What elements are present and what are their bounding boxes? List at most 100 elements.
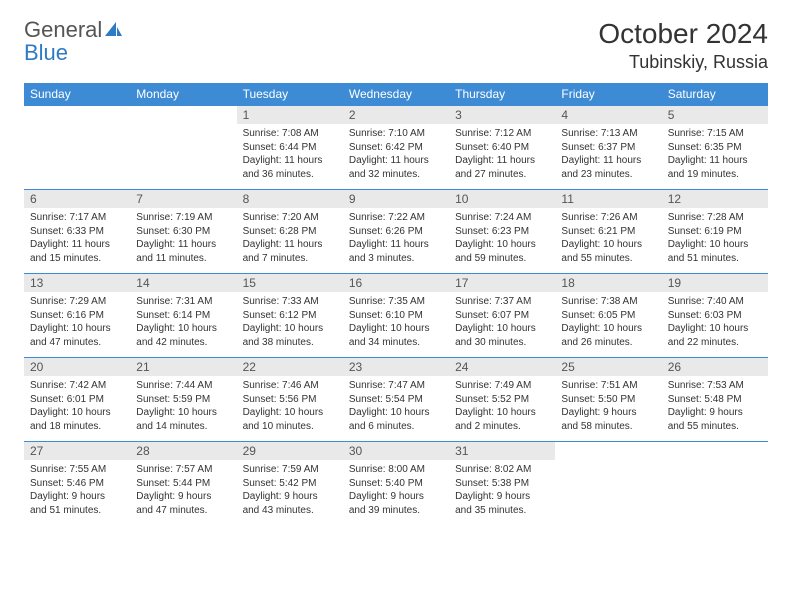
day-details: Sunrise: 7:26 AMSunset: 6:21 PMDaylight:… (555, 208, 661, 269)
day-number: 23 (343, 358, 449, 376)
calendar-day-cell: 27Sunrise: 7:55 AMSunset: 5:46 PMDayligh… (24, 442, 130, 526)
day-details: Sunrise: 7:46 AMSunset: 5:56 PMDaylight:… (237, 376, 343, 437)
calendar-day-cell (24, 106, 130, 190)
weekday-header: Saturday (662, 83, 768, 106)
day-number: 3 (449, 106, 555, 124)
day-number: 12 (662, 190, 768, 208)
day-details: Sunrise: 7:40 AMSunset: 6:03 PMDaylight:… (662, 292, 768, 353)
calendar-day-cell: 5Sunrise: 7:15 AMSunset: 6:35 PMDaylight… (662, 106, 768, 190)
calendar-day-cell (555, 442, 661, 526)
day-details: Sunrise: 7:17 AMSunset: 6:33 PMDaylight:… (24, 208, 130, 269)
day-details: Sunrise: 7:37 AMSunset: 6:07 PMDaylight:… (449, 292, 555, 353)
day-details: Sunrise: 7:59 AMSunset: 5:42 PMDaylight:… (237, 460, 343, 521)
day-number: 28 (130, 442, 236, 460)
calendar-day-cell: 18Sunrise: 7:38 AMSunset: 6:05 PMDayligh… (555, 274, 661, 358)
logo-text-2: Blue (24, 40, 68, 65)
weekday-header: Sunday (24, 83, 130, 106)
day-details: Sunrise: 7:53 AMSunset: 5:48 PMDaylight:… (662, 376, 768, 437)
calendar-day-cell: 9Sunrise: 7:22 AMSunset: 6:26 PMDaylight… (343, 190, 449, 274)
calendar-week-row: 13Sunrise: 7:29 AMSunset: 6:16 PMDayligh… (24, 274, 768, 358)
day-number: 30 (343, 442, 449, 460)
day-number: 29 (237, 442, 343, 460)
day-details: Sunrise: 7:29 AMSunset: 6:16 PMDaylight:… (24, 292, 130, 353)
day-details: Sunrise: 7:24 AMSunset: 6:23 PMDaylight:… (449, 208, 555, 269)
calendar-day-cell: 7Sunrise: 7:19 AMSunset: 6:30 PMDaylight… (130, 190, 236, 274)
calendar-day-cell: 21Sunrise: 7:44 AMSunset: 5:59 PMDayligh… (130, 358, 236, 442)
day-number: 4 (555, 106, 661, 124)
day-number: 1 (237, 106, 343, 124)
day-details: Sunrise: 7:22 AMSunset: 6:26 PMDaylight:… (343, 208, 449, 269)
calendar-day-cell: 13Sunrise: 7:29 AMSunset: 6:16 PMDayligh… (24, 274, 130, 358)
weekday-header-row: SundayMondayTuesdayWednesdayThursdayFrid… (24, 83, 768, 106)
day-number: 14 (130, 274, 236, 292)
weekday-header: Tuesday (237, 83, 343, 106)
weekday-header: Friday (555, 83, 661, 106)
day-details: Sunrise: 7:44 AMSunset: 5:59 PMDaylight:… (130, 376, 236, 437)
day-number: 15 (237, 274, 343, 292)
day-number: 5 (662, 106, 768, 124)
day-details: Sunrise: 7:55 AMSunset: 5:46 PMDaylight:… (24, 460, 130, 521)
calendar-table: SundayMondayTuesdayWednesdayThursdayFrid… (24, 83, 768, 526)
day-details: Sunrise: 7:13 AMSunset: 6:37 PMDaylight:… (555, 124, 661, 185)
day-number: 7 (130, 190, 236, 208)
month-title: October 2024 (598, 18, 768, 50)
page-header: GeneralBlue October 2024 Tubinskiy, Russ… (24, 18, 768, 73)
day-details: Sunrise: 7:42 AMSunset: 6:01 PMDaylight:… (24, 376, 130, 437)
day-number: 21 (130, 358, 236, 376)
calendar-week-row: 27Sunrise: 7:55 AMSunset: 5:46 PMDayligh… (24, 442, 768, 526)
day-number: 13 (24, 274, 130, 292)
calendar-week-row: 6Sunrise: 7:17 AMSunset: 6:33 PMDaylight… (24, 190, 768, 274)
day-details: Sunrise: 7:08 AMSunset: 6:44 PMDaylight:… (237, 124, 343, 185)
day-number: 11 (555, 190, 661, 208)
day-details: Sunrise: 7:12 AMSunset: 6:40 PMDaylight:… (449, 124, 555, 185)
day-details: Sunrise: 7:33 AMSunset: 6:12 PMDaylight:… (237, 292, 343, 353)
day-details: Sunrise: 8:02 AMSunset: 5:38 PMDaylight:… (449, 460, 555, 521)
day-details: Sunrise: 7:47 AMSunset: 5:54 PMDaylight:… (343, 376, 449, 437)
calendar-day-cell: 12Sunrise: 7:28 AMSunset: 6:19 PMDayligh… (662, 190, 768, 274)
day-details: Sunrise: 7:15 AMSunset: 6:35 PMDaylight:… (662, 124, 768, 185)
day-details: Sunrise: 7:31 AMSunset: 6:14 PMDaylight:… (130, 292, 236, 353)
logo-sail-icon (104, 18, 124, 41)
calendar-day-cell: 24Sunrise: 7:49 AMSunset: 5:52 PMDayligh… (449, 358, 555, 442)
day-details: Sunrise: 7:10 AMSunset: 6:42 PMDaylight:… (343, 124, 449, 185)
day-number: 19 (662, 274, 768, 292)
day-details: Sunrise: 7:49 AMSunset: 5:52 PMDaylight:… (449, 376, 555, 437)
calendar-day-cell (130, 106, 236, 190)
day-number: 24 (449, 358, 555, 376)
logo-text-1: General (24, 17, 102, 42)
calendar-day-cell: 25Sunrise: 7:51 AMSunset: 5:50 PMDayligh… (555, 358, 661, 442)
calendar-day-cell: 20Sunrise: 7:42 AMSunset: 6:01 PMDayligh… (24, 358, 130, 442)
calendar-day-cell: 30Sunrise: 8:00 AMSunset: 5:40 PMDayligh… (343, 442, 449, 526)
day-number: 25 (555, 358, 661, 376)
day-number: 16 (343, 274, 449, 292)
location-label: Tubinskiy, Russia (598, 52, 768, 73)
calendar-day-cell (662, 442, 768, 526)
day-number: 17 (449, 274, 555, 292)
day-details: Sunrise: 7:19 AMSunset: 6:30 PMDaylight:… (130, 208, 236, 269)
day-details: Sunrise: 7:28 AMSunset: 6:19 PMDaylight:… (662, 208, 768, 269)
calendar-day-cell: 2Sunrise: 7:10 AMSunset: 6:42 PMDaylight… (343, 106, 449, 190)
calendar-day-cell: 3Sunrise: 7:12 AMSunset: 6:40 PMDaylight… (449, 106, 555, 190)
day-details: Sunrise: 7:20 AMSunset: 6:28 PMDaylight:… (237, 208, 343, 269)
day-number: 31 (449, 442, 555, 460)
title-block: October 2024 Tubinskiy, Russia (598, 18, 768, 73)
calendar-day-cell: 29Sunrise: 7:59 AMSunset: 5:42 PMDayligh… (237, 442, 343, 526)
calendar-week-row: 1Sunrise: 7:08 AMSunset: 6:44 PMDaylight… (24, 106, 768, 190)
calendar-day-cell: 26Sunrise: 7:53 AMSunset: 5:48 PMDayligh… (662, 358, 768, 442)
calendar-day-cell: 22Sunrise: 7:46 AMSunset: 5:56 PMDayligh… (237, 358, 343, 442)
day-details: Sunrise: 7:57 AMSunset: 5:44 PMDaylight:… (130, 460, 236, 521)
day-details: Sunrise: 7:51 AMSunset: 5:50 PMDaylight:… (555, 376, 661, 437)
calendar-day-cell: 15Sunrise: 7:33 AMSunset: 6:12 PMDayligh… (237, 274, 343, 358)
calendar-day-cell: 11Sunrise: 7:26 AMSunset: 6:21 PMDayligh… (555, 190, 661, 274)
calendar-day-cell: 14Sunrise: 7:31 AMSunset: 6:14 PMDayligh… (130, 274, 236, 358)
weekday-header: Monday (130, 83, 236, 106)
calendar-week-row: 20Sunrise: 7:42 AMSunset: 6:01 PMDayligh… (24, 358, 768, 442)
day-number: 2 (343, 106, 449, 124)
calendar-day-cell: 16Sunrise: 7:35 AMSunset: 6:10 PMDayligh… (343, 274, 449, 358)
day-details: Sunrise: 7:38 AMSunset: 6:05 PMDaylight:… (555, 292, 661, 353)
day-number: 10 (449, 190, 555, 208)
day-number: 6 (24, 190, 130, 208)
day-number: 8 (237, 190, 343, 208)
day-number: 27 (24, 442, 130, 460)
calendar-body: 1Sunrise: 7:08 AMSunset: 6:44 PMDaylight… (24, 106, 768, 526)
